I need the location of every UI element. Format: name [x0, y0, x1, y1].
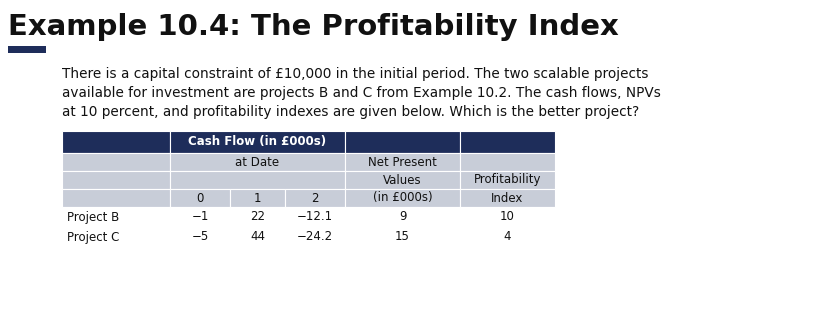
- Text: Project C: Project C: [67, 230, 120, 244]
- Bar: [345, 227, 460, 247]
- Bar: [345, 189, 460, 207]
- Bar: [460, 227, 555, 247]
- Bar: [285, 227, 345, 247]
- Bar: [8, 46, 46, 53]
- Bar: [345, 153, 460, 171]
- Text: 44: 44: [250, 230, 265, 244]
- Text: 1: 1: [254, 192, 261, 205]
- Text: −1: −1: [191, 211, 208, 223]
- Text: available for investment are projects B and C from Example 10.2. The cash flows,: available for investment are projects B …: [62, 86, 661, 100]
- Bar: [62, 189, 170, 207]
- Text: Profitability: Profitability: [474, 173, 541, 186]
- Text: 22: 22: [250, 211, 265, 223]
- Text: There is a capital constraint of £10,000 in the initial period. The two scalable: There is a capital constraint of £10,000…: [62, 67, 648, 81]
- Text: 4: 4: [504, 230, 511, 244]
- Text: −12.1: −12.1: [297, 211, 333, 223]
- Text: 10: 10: [500, 211, 515, 223]
- Text: −24.2: −24.2: [297, 230, 333, 244]
- Bar: [460, 189, 555, 207]
- Bar: [460, 131, 555, 153]
- Bar: [62, 227, 170, 247]
- Bar: [170, 227, 230, 247]
- Bar: [345, 171, 460, 189]
- Bar: [230, 227, 285, 247]
- Bar: [345, 207, 460, 227]
- Text: (in £000s): (in £000s): [373, 192, 432, 205]
- Bar: [285, 189, 345, 207]
- Text: Index: Index: [491, 192, 524, 205]
- Text: 2: 2: [311, 192, 319, 205]
- Text: −5: −5: [192, 230, 208, 244]
- Text: Values: Values: [383, 173, 422, 186]
- Bar: [170, 189, 230, 207]
- Bar: [62, 171, 170, 189]
- Bar: [62, 131, 170, 153]
- Text: 9: 9: [398, 211, 406, 223]
- Text: Example 10.4: The Profitability Index: Example 10.4: The Profitability Index: [8, 13, 618, 41]
- Bar: [62, 153, 170, 171]
- Bar: [170, 153, 345, 171]
- Text: 0: 0: [197, 192, 203, 205]
- Bar: [170, 171, 345, 189]
- Bar: [170, 131, 345, 153]
- Bar: [460, 171, 555, 189]
- Bar: [62, 207, 170, 227]
- Text: 15: 15: [395, 230, 410, 244]
- Bar: [345, 131, 460, 153]
- Bar: [230, 189, 285, 207]
- Text: at 10 percent, and profitability indexes are given below. Which is the better pr: at 10 percent, and profitability indexes…: [62, 105, 639, 119]
- Text: Project B: Project B: [67, 211, 120, 223]
- Text: at Date: at Date: [236, 156, 280, 168]
- Bar: [285, 207, 345, 227]
- Bar: [460, 207, 555, 227]
- Text: Cash Flow (in £000s): Cash Flow (in £000s): [188, 135, 326, 149]
- Bar: [230, 207, 285, 227]
- Bar: [170, 207, 230, 227]
- Bar: [460, 153, 555, 171]
- Text: Net Present: Net Present: [368, 156, 437, 168]
